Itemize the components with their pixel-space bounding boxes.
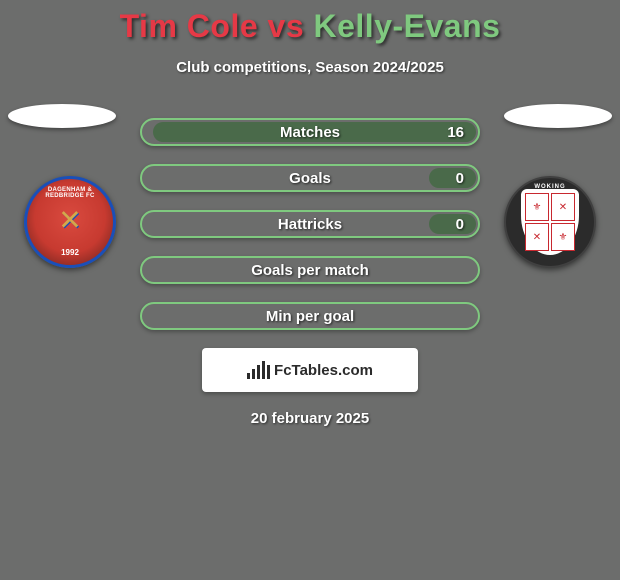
stat-value-right: 0 <box>456 170 464 187</box>
subtitle: Club competitions, Season 2024/2025 <box>0 59 620 76</box>
fctables-logo: FcTables.com <box>247 361 373 379</box>
date-text: 20 february 2025 <box>0 410 620 427</box>
stat-bar-min-per-goal: Min per goal <box>140 302 480 330</box>
stat-row: Min per goal <box>0 302 620 330</box>
stat-fill <box>429 214 476 234</box>
bars-icon <box>247 361 270 379</box>
player1-oval <box>8 104 116 128</box>
stat-fill <box>429 168 476 188</box>
stat-value-right: 16 <box>447 124 464 141</box>
player1-name: Tim Cole <box>120 8 259 44</box>
stat-bar-matches: Matches 16 <box>140 118 480 146</box>
stat-bar-goals: Goals 0 <box>140 164 480 192</box>
stat-label: Min per goal <box>266 308 354 325</box>
attribution-text: FcTables.com <box>274 362 373 379</box>
comparison-title: Tim Cole vs Kelly-Evans <box>0 0 620 45</box>
vs-text: vs <box>258 8 313 44</box>
badge-year: 1992 <box>61 248 79 257</box>
stat-label: Goals per match <box>251 262 369 279</box>
player2-name: Kelly-Evans <box>314 8 501 44</box>
team-badge-left: 1992 <box>24 176 116 268</box>
stat-bar-goals-per-match: Goals per match <box>140 256 480 284</box>
stat-label: Matches <box>280 124 340 141</box>
shield-icon: ⚜✕✕⚜ <box>521 189 579 255</box>
attribution-box: FcTables.com <box>202 348 418 392</box>
stat-bar-hattricks: Hattricks 0 <box>140 210 480 238</box>
team-badge-right: WOKING ⚜✕✕⚜ <box>504 176 596 268</box>
stat-label: Goals <box>289 170 331 187</box>
stat-value-right: 0 <box>456 216 464 233</box>
stat-label: Hattricks <box>278 216 342 233</box>
player2-oval <box>504 104 612 128</box>
